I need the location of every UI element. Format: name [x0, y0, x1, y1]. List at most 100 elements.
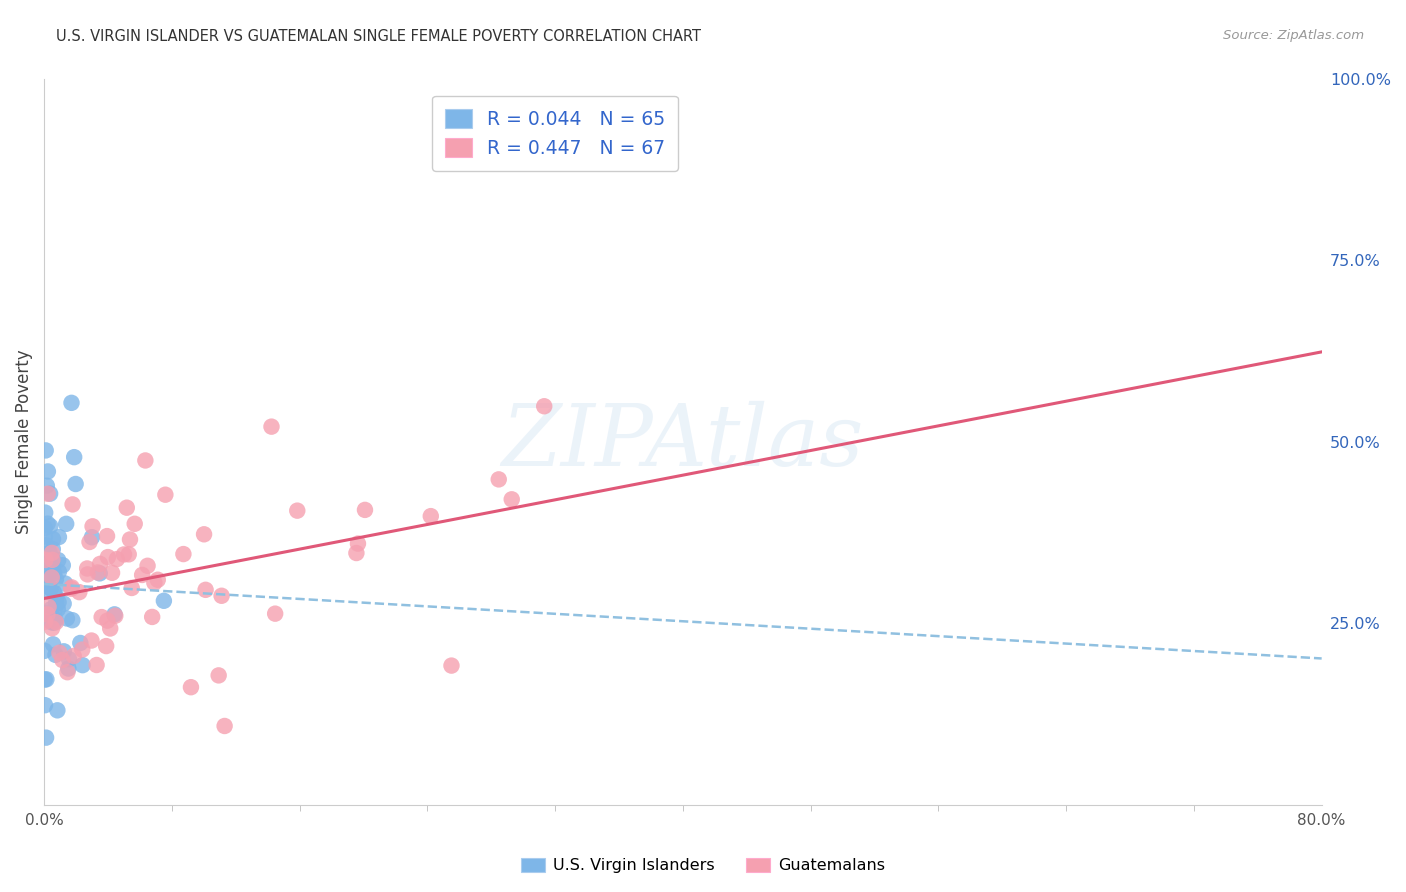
Point	[53, 576, 76, 591]
Point	[63, 450, 86, 465]
Point	[39, 581, 62, 595]
Point	[62, 648, 84, 663]
Point	[208, 668, 231, 682]
Legend: U.S. Virgin Islanders, Guatemalans: U.S. Virgin Islanders, Guatemalans	[515, 851, 891, 880]
Point	[172, 547, 194, 561]
Point	[79, 535, 101, 549]
Text: U.S. VIRGIN ISLANDER VS GUATEMALAN SINGLE FEMALE POVERTY CORRELATION CHART: U.S. VIRGIN ISLANDER VS GUATEMALAN SINGL…	[56, 29, 702, 44]
Point	[38, 556, 60, 570]
Point	[42, 585, 65, 599]
Point	[419, 509, 441, 524]
Point	[56, 665, 79, 680]
Point	[60, 582, 83, 596]
Point	[42, 615, 65, 630]
Point	[35, 571, 58, 585]
Point	[41, 615, 63, 630]
Point	[39, 582, 62, 596]
Point	[45, 590, 67, 604]
Point	[34, 698, 56, 713]
Point	[501, 492, 523, 507]
Point	[264, 607, 287, 621]
Point	[488, 472, 510, 486]
Point	[52, 558, 75, 573]
Point	[37, 516, 59, 531]
Point	[42, 637, 65, 651]
Point	[42, 566, 65, 580]
Point	[44, 613, 66, 627]
Point	[48, 646, 70, 660]
Point	[41, 561, 63, 575]
Point	[124, 516, 146, 531]
Point	[34, 530, 56, 544]
Point	[214, 719, 236, 733]
Point	[285, 503, 308, 517]
Point	[118, 533, 141, 547]
Point	[41, 570, 63, 584]
Point	[35, 538, 58, 552]
Point	[34, 521, 56, 535]
Point	[89, 557, 111, 571]
Point	[45, 596, 67, 610]
Point	[38, 599, 60, 614]
Point	[96, 529, 118, 543]
Point	[65, 477, 87, 491]
Point	[347, 536, 370, 550]
Point	[42, 532, 65, 546]
Point	[37, 613, 59, 627]
Point	[86, 658, 108, 673]
Point	[39, 602, 62, 616]
Point	[67, 585, 90, 599]
Point	[34, 615, 56, 629]
Point	[37, 487, 59, 501]
Point	[193, 527, 215, 541]
Point	[60, 396, 83, 410]
Point	[58, 661, 80, 675]
Point	[48, 595, 70, 609]
Point	[46, 602, 69, 616]
Point	[115, 500, 138, 515]
Point	[34, 607, 56, 621]
Point	[146, 573, 169, 587]
Point	[52, 644, 75, 658]
Point	[96, 614, 118, 628]
Point	[136, 558, 159, 573]
Point	[155, 488, 177, 502]
Point	[34, 553, 56, 567]
Point	[440, 658, 463, 673]
Point	[46, 703, 69, 717]
Text: Source: ZipAtlas.com: Source: ZipAtlas.com	[1223, 29, 1364, 42]
Point	[89, 566, 111, 581]
Point	[58, 652, 80, 666]
Point	[80, 633, 103, 648]
Point	[37, 585, 59, 599]
Point	[62, 497, 84, 511]
Point	[55, 516, 77, 531]
Point	[52, 597, 75, 611]
Point	[354, 503, 377, 517]
Point	[39, 486, 62, 500]
Point	[98, 622, 121, 636]
Point	[105, 552, 128, 566]
Point	[104, 608, 127, 623]
Point	[143, 575, 166, 590]
Point	[72, 642, 94, 657]
Point	[39, 608, 62, 623]
Point	[45, 572, 67, 586]
Point	[60, 580, 83, 594]
Point	[41, 553, 63, 567]
Point	[90, 610, 112, 624]
Point	[211, 589, 233, 603]
Point	[37, 465, 59, 479]
Point	[42, 542, 65, 557]
Point	[96, 639, 118, 653]
Point	[38, 545, 60, 559]
Point	[134, 453, 156, 467]
Point	[41, 546, 63, 560]
Point	[48, 530, 70, 544]
Point	[44, 648, 66, 662]
Point	[121, 581, 143, 595]
Point	[34, 644, 56, 658]
Point	[80, 530, 103, 544]
Point	[35, 673, 58, 687]
Point	[141, 610, 163, 624]
